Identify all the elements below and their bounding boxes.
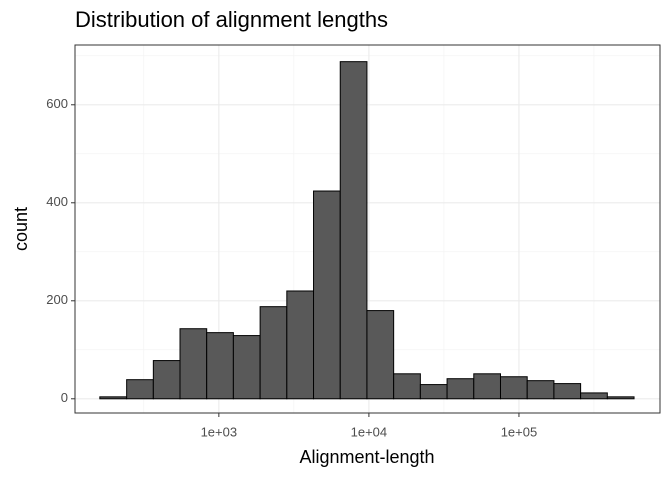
x-tick-label: 1e+04: [351, 424, 388, 439]
bar: [339, 61, 368, 400]
bar: [473, 373, 501, 400]
bar: [580, 392, 608, 400]
bar: [232, 335, 261, 400]
panel-border: [74, 44, 661, 414]
bar: [206, 332, 234, 400]
x-tick-label: 1e+05: [501, 424, 538, 439]
bar: [313, 190, 341, 400]
x-axis-label: Alignment-length: [299, 447, 434, 467]
y-tick-label: 200: [46, 292, 68, 307]
y-axis-label: count: [11, 207, 31, 251]
bar: [499, 376, 528, 400]
bar: [606, 396, 635, 400]
bar: [526, 380, 555, 400]
bar: [152, 360, 181, 400]
y-tick-label: 0: [61, 390, 68, 405]
bar: [446, 378, 475, 400]
y-tick-label: 400: [46, 194, 68, 209]
bar: [259, 306, 288, 400]
bar: [99, 396, 128, 400]
bar: [126, 379, 154, 400]
bar: [553, 383, 582, 400]
y-tick-label: 600: [46, 96, 68, 111]
bar: [419, 384, 448, 400]
chart-title: Distribution of alignment lengths: [75, 7, 388, 32]
x-tick-label: 1e+03: [201, 424, 238, 439]
bar: [393, 373, 421, 400]
bar: [366, 310, 395, 400]
bar: [179, 328, 208, 400]
bar: [286, 290, 315, 400]
